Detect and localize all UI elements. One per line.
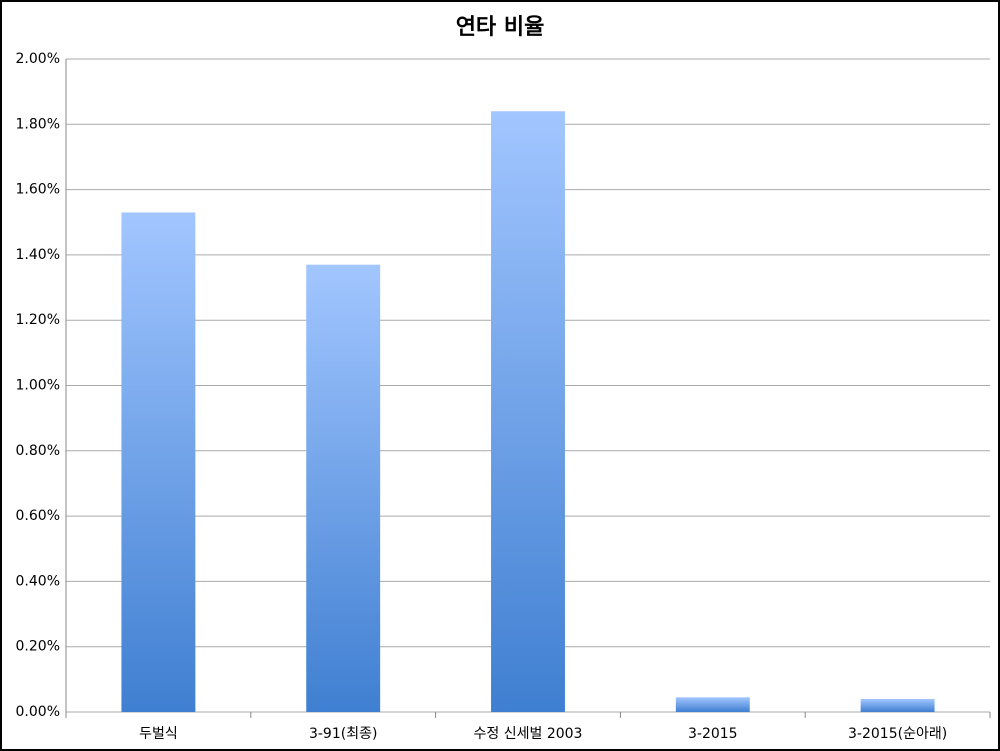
y-tick-label: 1.60% (16, 182, 60, 198)
x-tick-label: 3-2015(순아래) (848, 726, 947, 742)
y-tick-label: 0.20% (16, 639, 60, 655)
bar (491, 111, 565, 713)
bar (860, 698, 935, 712)
bar (306, 264, 381, 712)
y-tick-label: 1.40% (16, 247, 60, 263)
y-tick-label: 0.00% (16, 704, 60, 720)
bar (675, 697, 750, 712)
y-tick-label: 0.60% (16, 508, 60, 524)
y-tick-label: 0.80% (16, 443, 60, 459)
chart-title: 연타 비율 (456, 15, 545, 40)
x-tick-label: 3-91(최종) (309, 726, 377, 742)
y-tick-label: 1.80% (16, 116, 60, 132)
y-tick-label: 1.20% (16, 312, 60, 328)
x-tick-label: 두벌식 (139, 726, 178, 742)
y-tick-label: 1.00% (16, 378, 60, 394)
x-tick-label: 수정 신세벌 2003 (474, 726, 583, 742)
bar (121, 212, 196, 712)
y-tick-label: 0.40% (16, 573, 60, 589)
x-tick-label: 3-2015 (688, 726, 738, 742)
y-tick-label: 2.00% (16, 51, 60, 67)
